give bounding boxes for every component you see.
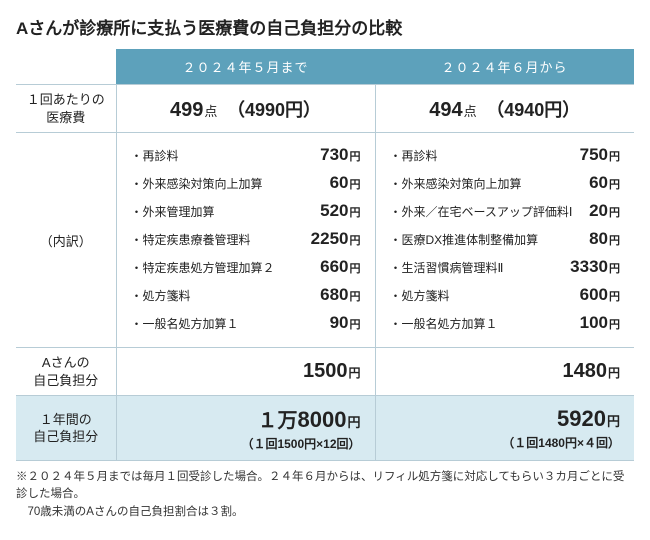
breakdown-item: ・再診料 750円 [390,141,621,169]
points-num: 494 [429,99,462,121]
item-name: ・処方箋料 [390,287,450,304]
item-name: ・再診料 [131,147,179,164]
breakdown-label: （内訳） [16,133,116,348]
yen-paren: （4940円） [486,100,580,120]
header-before: ２０２４年５月まで [116,49,375,85]
item-name: ・一般名処方加算１ [131,315,239,332]
item-value: 60円 [330,173,361,193]
item-value: 2250円 [311,229,361,249]
breakdown-item: ・処方箋料 680円 [131,281,361,309]
points-unit: 点 [204,104,217,119]
self-burden-after: 1480円 [375,348,634,396]
item-name: ・一般名処方加算１ [390,315,498,332]
breakdown-item: ・外来感染対策向上加算 60円 [390,169,621,197]
header-after: ２０２４年６月から [375,49,634,85]
points-unit: 点 [464,104,477,119]
annual-num: 8000 [298,407,347,432]
self-num: 1500 [303,360,348,382]
points-num: 499 [170,99,203,121]
item-value: 750円 [580,145,620,165]
annual-unit: 円 [607,414,620,429]
breakdown-item: ・外来感染対策向上加算 60円 [131,169,361,197]
footnote-line2: 70歳未満のAさんの自己負担割合は３割。 [16,504,634,521]
item-name: ・処方箋料 [131,287,191,304]
annual-main: 5920円 [390,406,621,432]
item-name: ・外来感染対策向上加算 [390,175,522,192]
item-name: ・医療DX推進体制整備加算 [390,231,539,248]
page-title: Aさんが診療所に支払う医療費の自己負担分の比較 [16,14,634,39]
breakdown-item: ・外来／在宅ベースアップ評価料Ⅰ 20円 [390,197,621,225]
item-name: ・外来管理加算 [131,203,215,220]
footnote: ※２０２４年５月までは毎月１回受診した場合。２４年６月からは、リフィル処方箋に対… [16,469,634,521]
breakdown-before: ・再診料 730円・外来感染対策向上加算 60円・外来管理加算 520円・特定疾患療養… [116,133,375,348]
yen-paren: （4990円） [227,100,321,120]
self-num: 1480 [562,360,607,382]
item-name: ・特定疾患処方管理加算２ [131,259,275,276]
header-blank [16,49,116,85]
item-name: ・外来／在宅ベースアップ評価料Ⅰ [390,203,573,220]
annual-after: 5920円 （１回1480円×４回） [375,396,634,461]
breakdown-item: ・特定疾患療養管理料 2250円 [131,225,361,253]
self-burden-label: Aさんの自己負担分 [16,348,116,396]
annual-sub: （１回1500円×12回） [131,435,361,452]
footnote-line1: ※２０２４年５月までは毎月１回受診した場合。２４年６月からは、リフィル処方箋に対… [16,469,634,504]
breakdown-item: ・一般名処方加算１ 100円 [390,309,621,337]
item-value: 600円 [580,285,620,305]
item-value: 60円 [589,173,620,193]
breakdown-item: ・外来管理加算 520円 [131,197,361,225]
comparison-table: ２０２４年５月まで ２０２４年６月から １回あたりの医療費 499点 （4990… [16,49,634,461]
annual-unit: 円 [347,415,360,430]
annual-label: １年間の自己負担分 [16,396,116,461]
annual-num: 5920 [557,406,606,431]
item-value: 730円 [320,145,360,165]
annual-main: １万8000円 [131,404,361,433]
self-unit: 円 [348,366,360,380]
breakdown-after: ・再診料 750円・外来感染対策向上加算 60円・外来／在宅ベースアップ評価料Ⅰ 20… [375,133,634,348]
breakdown-item: ・生活習慣病管理料Ⅱ 3330円 [390,253,621,281]
breakdown-item: ・特定疾患処方管理加算２ 660円 [131,253,361,281]
per-visit-after: 494点 （4940円） [375,85,634,133]
item-value: 20円 [589,201,620,221]
item-value: 80円 [589,229,620,249]
annual-prefix: １万 [258,410,298,432]
per-visit-row: １回あたりの医療費 499点 （4990円） 494点 （4940円） [16,85,634,133]
item-name: ・外来感染対策向上加算 [131,175,263,192]
per-visit-label: １回あたりの医療費 [16,85,116,133]
annual-row: １年間の自己負担分 １万8000円 （１回1500円×12回） 5920円 （１… [16,396,634,461]
per-visit-before: 499点 （4990円） [116,85,375,133]
item-value: 520円 [320,201,360,221]
breakdown-row: （内訳） ・再診料 730円・外来感染対策向上加算 60円・外来管理加算 520円・特… [16,133,634,348]
breakdown-item: ・処方箋料 600円 [390,281,621,309]
self-unit: 円 [608,366,620,380]
item-value: 3330円 [570,257,620,277]
item-name: ・生活習慣病管理料Ⅱ [390,259,504,276]
self-burden-row: Aさんの自己負担分 1500円 1480円 [16,348,634,396]
breakdown-item: ・医療DX推進体制整備加算 80円 [390,225,621,253]
header-row: ２０２４年５月まで ２０２４年６月から [16,49,634,85]
breakdown-item: ・一般名処方加算１ 90円 [131,309,361,337]
item-value: 680円 [320,285,360,305]
annual-sub: （１回1480円×４回） [390,434,621,451]
item-name: ・特定疾患療養管理料 [131,231,251,248]
item-name: ・再診料 [390,147,438,164]
self-burden-before: 1500円 [116,348,375,396]
item-value: 90円 [330,313,361,333]
item-value: 100円 [580,313,620,333]
annual-before: １万8000円 （１回1500円×12回） [116,396,375,461]
item-value: 660円 [320,257,360,277]
breakdown-item: ・再診料 730円 [131,141,361,169]
